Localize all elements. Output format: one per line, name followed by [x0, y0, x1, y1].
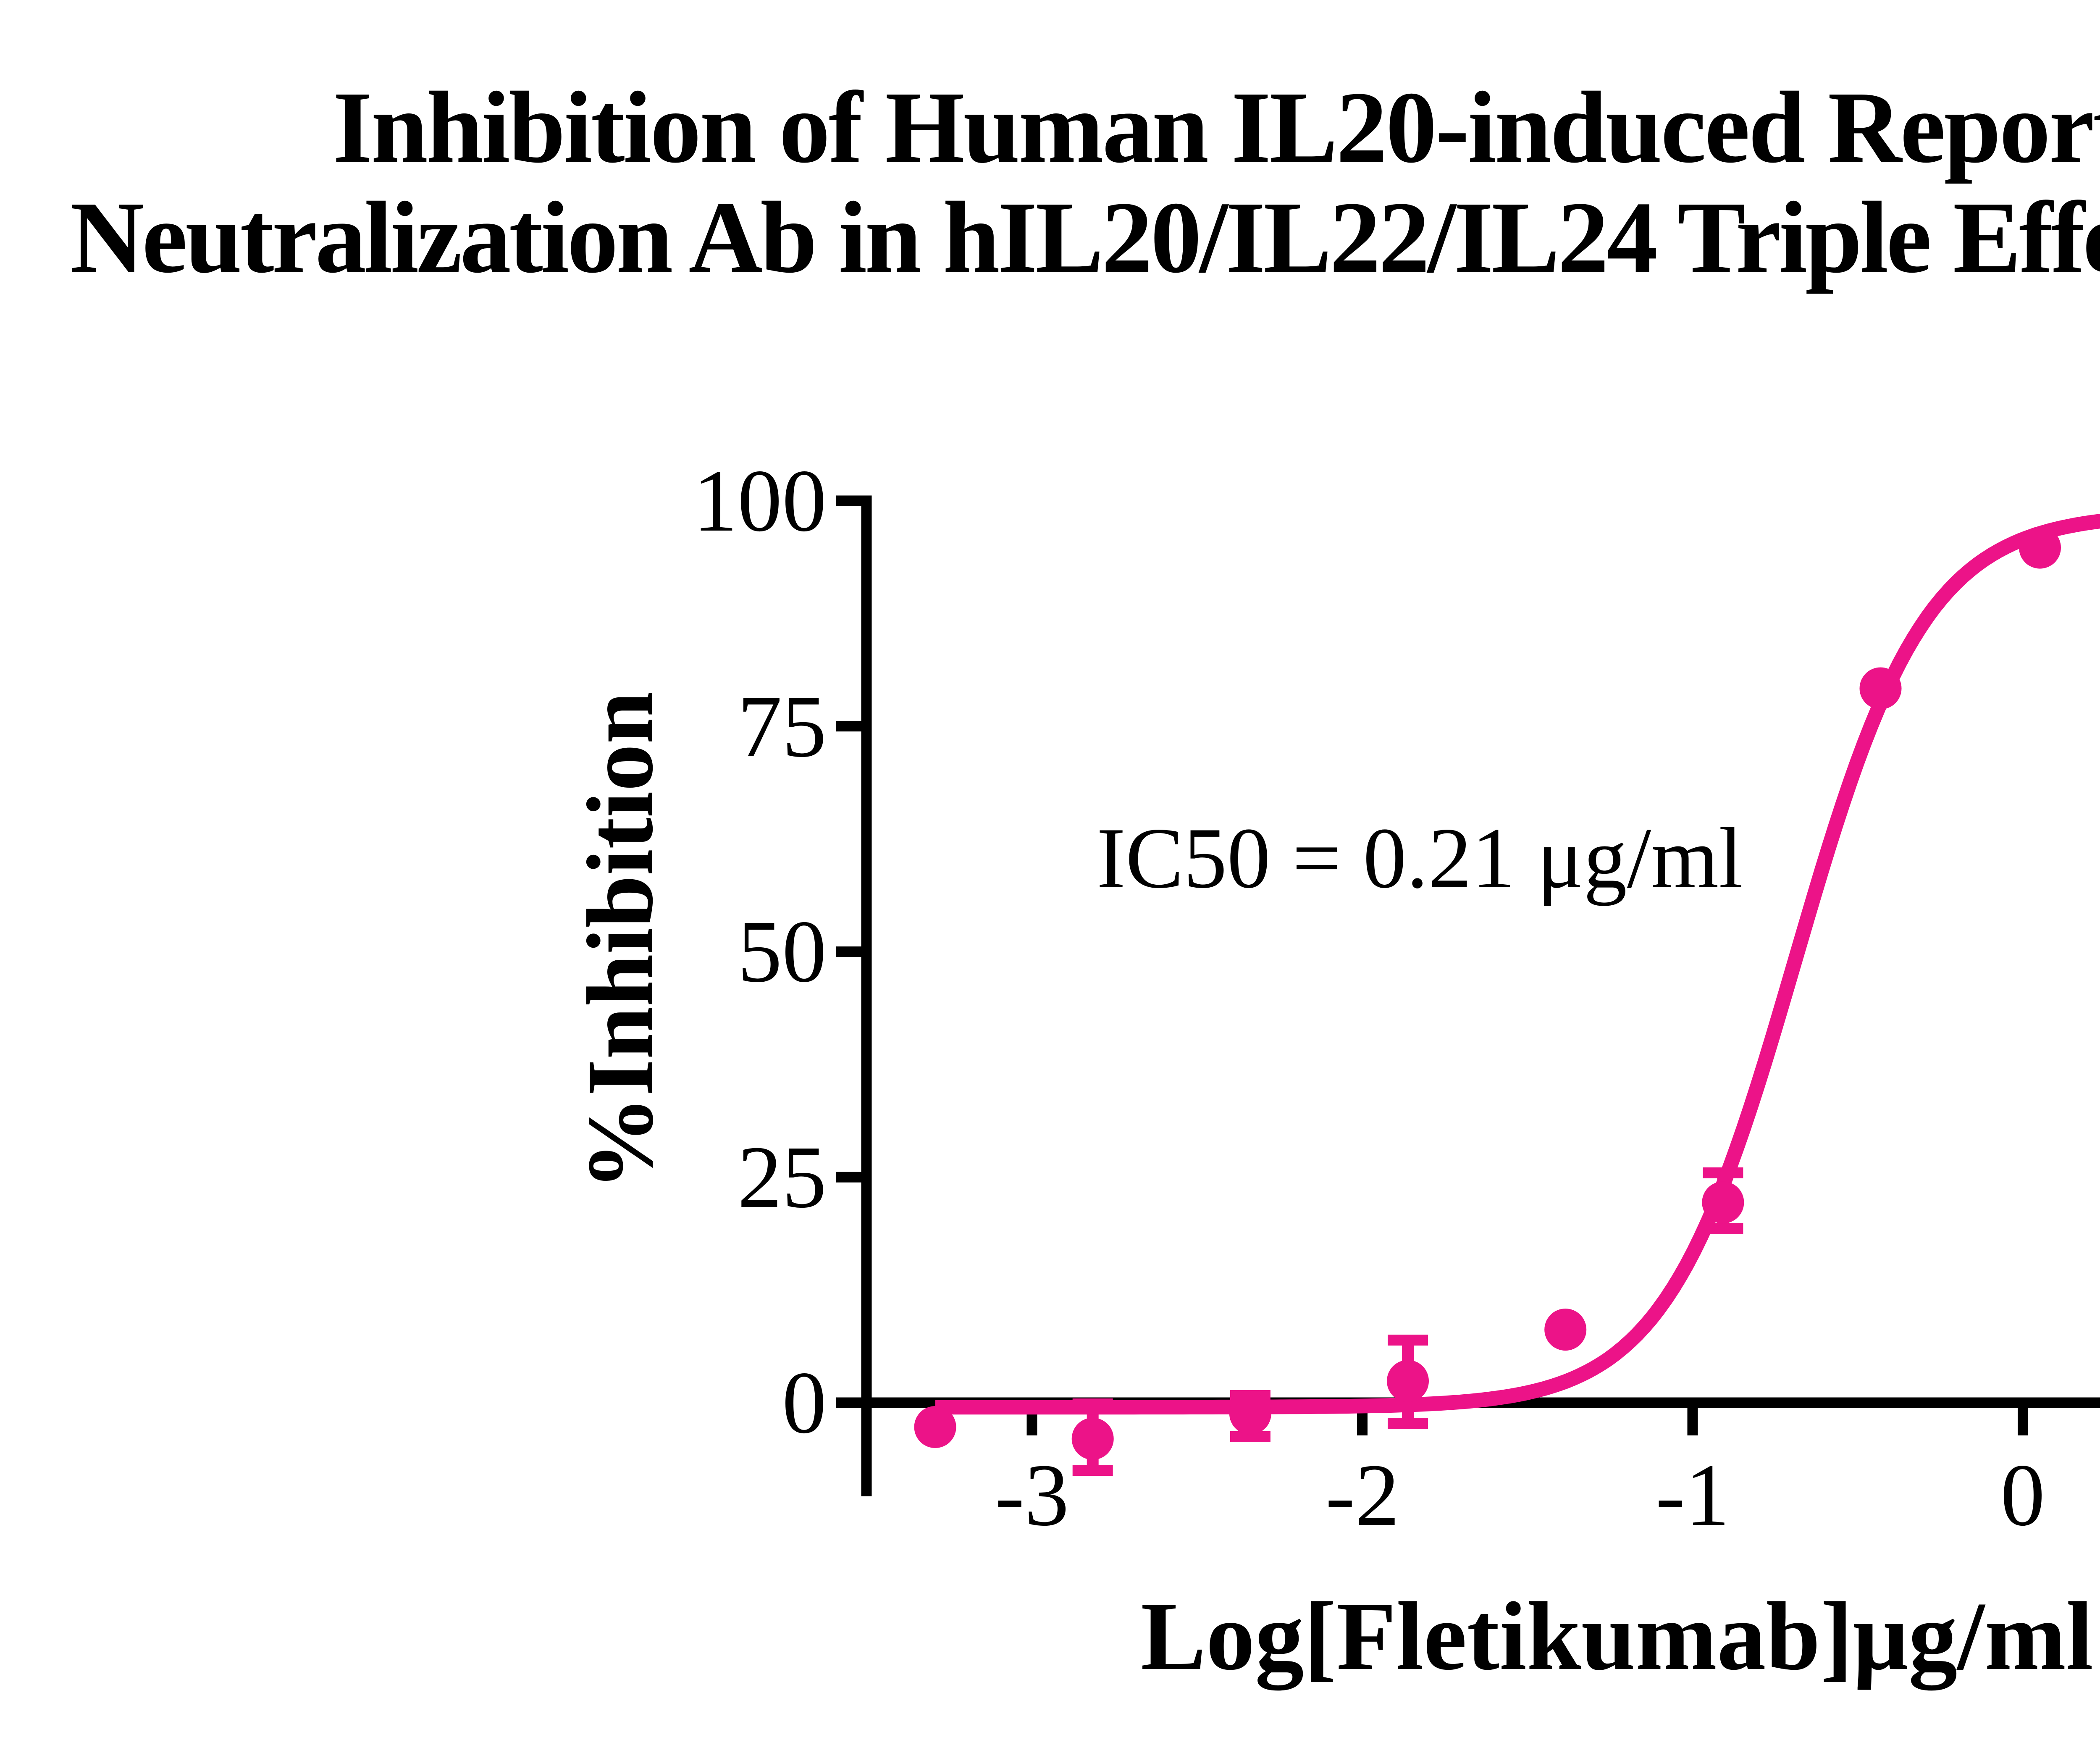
- svg-text:0: 0: [782, 1353, 827, 1452]
- svg-text:IC50 = 0.21 μg/ml: IC50 = 0.21 μg/ml: [1097, 810, 1743, 906]
- svg-text:Log[Fletikumab]μg/ml: Log[Fletikumab]μg/ml: [1141, 1582, 2093, 1691]
- svg-text:Inhibition of Human IL20-induc: Inhibition of Human IL20-induced Reporte…: [333, 71, 2100, 184]
- svg-text:-2: -2: [1326, 1446, 1400, 1544]
- svg-text:%Inhibition: %Inhibition: [567, 691, 672, 1191]
- svg-text:-3: -3: [995, 1446, 1069, 1544]
- svg-text:50: 50: [738, 902, 827, 1001]
- svg-text:0: 0: [2000, 1446, 2045, 1544]
- svg-text:100: 100: [693, 451, 827, 550]
- svg-text:25: 25: [738, 1128, 827, 1226]
- svg-text:75: 75: [738, 677, 827, 775]
- svg-text:Neutralization Ab in hIL20/IL2: Neutralization Ab in hIL20/IL22/IL24 Tri…: [70, 181, 2100, 294]
- svg-text:-1: -1: [1656, 1446, 1730, 1544]
